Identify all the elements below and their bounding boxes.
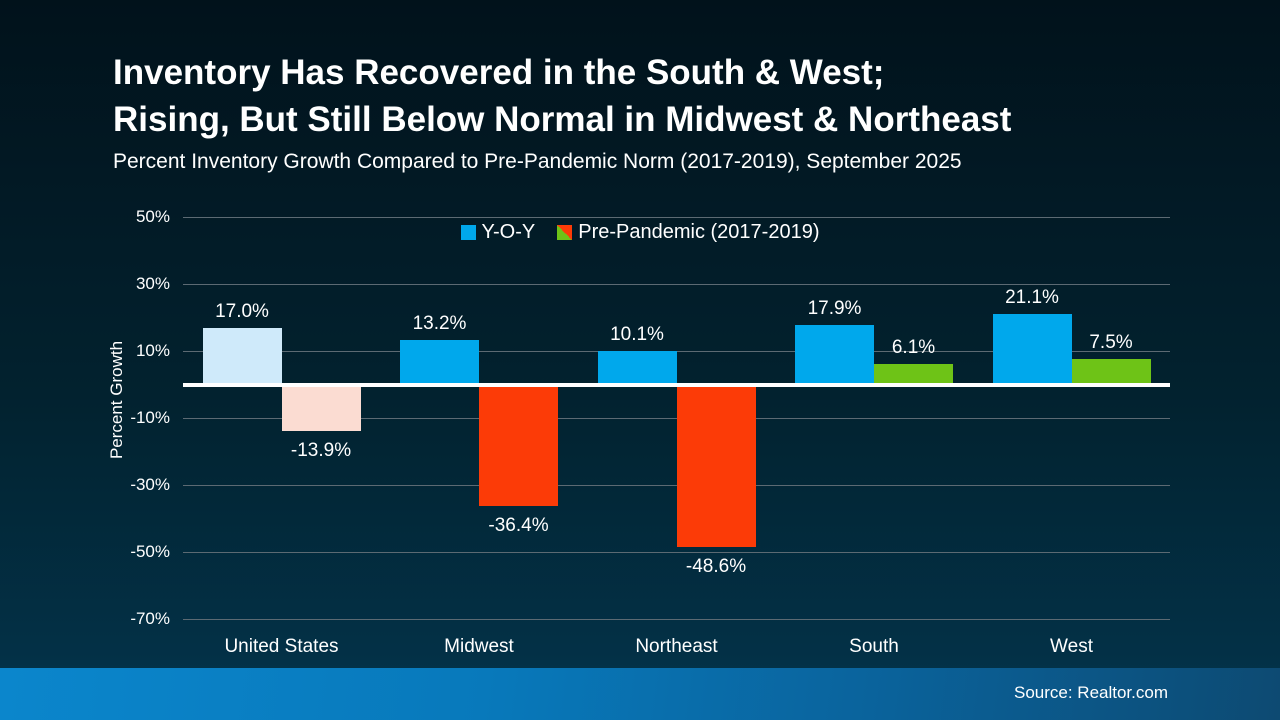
zero-axis-line — [183, 382, 1170, 387]
bar-pre-pandemic-2017-2019--south — [874, 364, 953, 385]
y-tick-label: 10% — [135, 341, 170, 360]
gridline-10 — [183, 350, 1170, 352]
y-tick-label: -50% — [130, 542, 170, 561]
footer-bar: Source: Realtor.com — [0, 668, 1280, 720]
bar-y-o-y-south — [795, 324, 874, 385]
legend-item-prepandemic: Pre-Pandemic (2017-2019) — [557, 221, 819, 244]
legend-swatch-prepandemic — [557, 224, 573, 240]
y-tick-label: -10% — [130, 408, 170, 427]
x-category-label-united-states: United States — [224, 636, 339, 657]
y-tick-label: 50% — [135, 207, 170, 226]
legend-swatch-yoy — [460, 224, 476, 240]
chart-title: Inventory Has Recovered in the South & W… — [113, 49, 1011, 143]
value-label-y-o-y-midwest: 13.2% — [412, 313, 467, 335]
bar-y-o-y-united-states — [202, 327, 282, 385]
y-tick-label: -30% — [130, 475, 170, 494]
value-label-pre-pandemic-2017-2019--northeast: -48.6% — [685, 556, 747, 578]
chart-title-line2: Rising, But Still Below Normal in Midwes… — [113, 100, 1012, 139]
gridline--70 — [183, 618, 1170, 620]
gridline-50 — [183, 216, 1170, 218]
x-category-label-west: West — [1050, 636, 1093, 657]
y-tick-label: -70% — [130, 609, 170, 628]
bar-pre-pandemic-2017-2019--midwest — [479, 384, 558, 507]
chart-subtitle: Percent Inventory Growth Compared to Pre… — [113, 150, 962, 173]
source-text: Source: Realtor.com — [1013, 683, 1168, 702]
y-tick-label: 30% — [135, 274, 170, 293]
bar-y-o-y-midwest — [400, 340, 479, 385]
value-label-y-o-y-united-states: 17.0% — [215, 300, 269, 322]
gridline--50 — [183, 551, 1170, 553]
x-category-label-midwest: Midwest — [444, 636, 514, 657]
value-label-y-o-y-south: 17.9% — [807, 297, 862, 319]
gridline-30 — [183, 283, 1170, 285]
bar-pre-pandemic-2017-2019--united-states — [281, 384, 361, 432]
bar-pre-pandemic-2017-2019--northeast — [676, 384, 756, 548]
value-label-pre-pandemic-2017-2019--midwest: -36.4% — [488, 515, 549, 537]
value-label-pre-pandemic-2017-2019--west: 7.5% — [1089, 332, 1133, 354]
legend: Y-O-Y Pre-Pandemic (2017-2019) — [0, 220, 1280, 244]
value-label-y-o-y-west: 21.1% — [1005, 286, 1059, 308]
legend-label-yoy: Y-O-Y — [481, 220, 536, 243]
bar-y-o-y-west — [992, 313, 1072, 385]
bar-y-o-y-northeast — [597, 350, 677, 385]
legend-label-prepandemic: Pre-Pandemic (2017-2019) — [578, 220, 820, 243]
value-label-pre-pandemic-2017-2019--south: 6.1% — [891, 337, 936, 359]
x-category-label-south: South — [849, 636, 899, 657]
legend-item-yoy: Y-O-Y — [460, 220, 536, 244]
x-category-label-northeast: Northeast — [635, 636, 718, 657]
value-label-pre-pandemic-2017-2019--united-states: -13.9% — [290, 440, 352, 462]
bar-pre-pandemic-2017-2019--west — [1071, 359, 1151, 385]
value-label-y-o-y-northeast: 10.1% — [610, 323, 664, 345]
chart-title-line1: Inventory Has Recovered in the South & W… — [113, 53, 885, 92]
